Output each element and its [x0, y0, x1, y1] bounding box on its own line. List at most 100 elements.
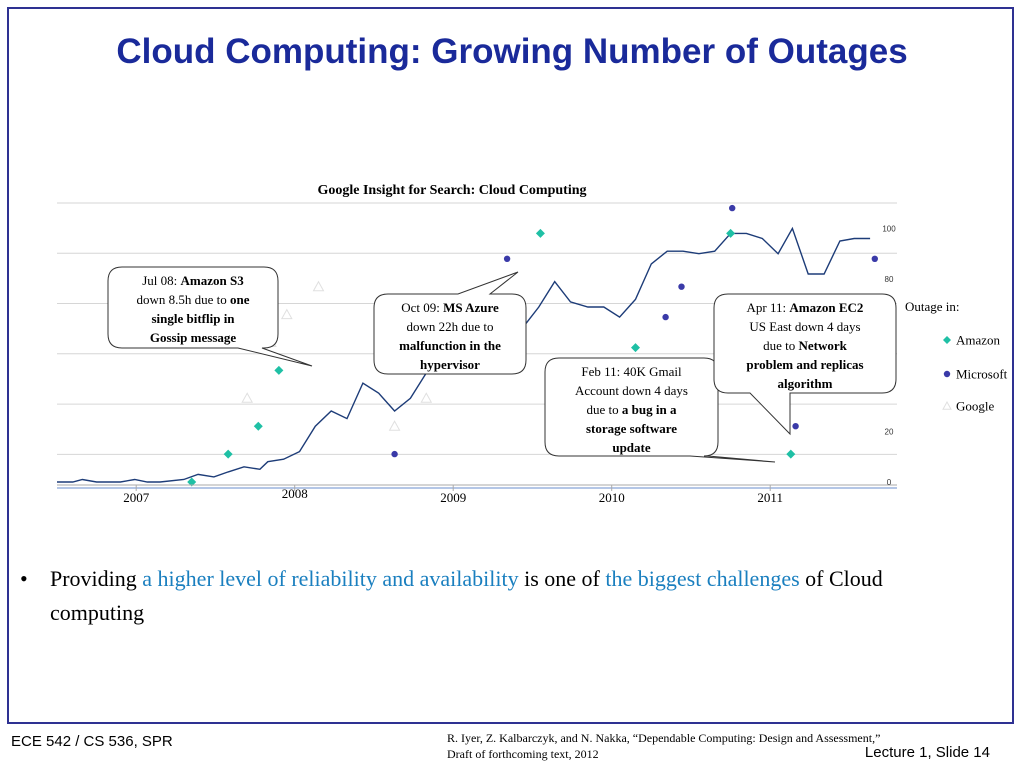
x-tick-label: 2009 — [440, 490, 466, 505]
annotation-run: a bug in a — [622, 402, 677, 417]
annotation-line: due to Network — [763, 338, 848, 353]
x-tick-label: 2008 — [282, 486, 308, 501]
annotation-line: update — [612, 440, 651, 455]
bullet-highlight: a higher level of reliability and availa… — [142, 566, 519, 591]
x-tick-label: 2011 — [757, 490, 783, 505]
microsoft-outage-marker — [662, 313, 669, 321]
bullet-run: Providing — [50, 566, 143, 591]
x-tick-label: 2010 — [599, 490, 625, 505]
citation: R. Iyer, Z. Kalbarczyk, and N. Nakka, “D… — [447, 730, 1007, 762]
annotation-line: down 8.5h due to one — [136, 292, 249, 307]
annotation-line: Account down 4 days — [575, 383, 688, 398]
citation-line-2: Draft of forthcoming text, 2012 — [447, 747, 599, 761]
amazon-outage-marker — [535, 228, 545, 238]
annotation-run: Oct 09: — [401, 300, 443, 315]
annotation-line: single bitflip in — [151, 311, 235, 326]
bullet-highlight: the biggest challenges — [605, 566, 800, 591]
legend-label: Microsoft — [956, 367, 1008, 382]
annotation-run: Feb 11: 40K Gmail — [581, 364, 682, 379]
annotation-box — [713, 293, 897, 436]
microsoft-outage-marker — [503, 255, 511, 262]
annotation-line: Oct 09: MS Azure — [401, 300, 499, 315]
annotation-run: MS Azure — [443, 300, 499, 315]
annotation-run: Network — [799, 338, 848, 353]
annotation-line: due to a bug in a — [587, 402, 677, 417]
bullet-run: is one of — [518, 566, 606, 591]
amazon-outage-marker — [726, 228, 736, 238]
annotation-run: Amazon EC2 — [789, 300, 863, 315]
annotation-line: Gossip message — [150, 330, 237, 345]
google-legend-icon — [942, 400, 952, 410]
legend-label: Amazon — [956, 333, 1001, 348]
microsoft-outage-marker — [871, 255, 878, 262]
annotation-run: due to — [763, 338, 798, 353]
chart-title: Google Insight for Search: Cloud Computi… — [317, 183, 586, 198]
amazon-outage-marker — [187, 477, 197, 487]
outage-chart: Google Insight for Search: Cloud Computi… — [57, 183, 1008, 505]
annotation-run: Apr 11: — [747, 300, 790, 315]
google-outage-marker — [312, 280, 325, 292]
y-tick-label: 100 — [882, 224, 896, 233]
annotation-run: due to — [587, 402, 622, 417]
amazon-outage-marker — [274, 365, 284, 375]
chart-axis: Google Insight for Search: Cloud Computi… — [57, 183, 897, 505]
annotation-line: US East down 4 days — [749, 319, 860, 334]
annotation-run: US East down 4 days — [749, 319, 860, 334]
annotation-callout: Oct 09: MS Azure down 22h due to malfuncti… — [373, 271, 527, 375]
annotation-run: Account down 4 days — [575, 383, 688, 398]
amazon-legend-icon — [943, 336, 951, 344]
bullet-text: Providing a higher level of reliability … — [50, 562, 920, 630]
annotation-line: storage software — [586, 421, 677, 436]
microsoft-outage-marker — [391, 450, 398, 458]
annotation-line: Apr 11: Amazon EC2 — [747, 300, 864, 315]
google-outage-marker — [241, 392, 254, 403]
microsoft-outage-marker — [678, 283, 685, 290]
slide-frame — [7, 7, 1014, 724]
google-outage-marker — [420, 392, 433, 403]
google-outage-marker — [280, 308, 293, 320]
chart-annotations: Jul 08: Amazon S3 down 8.5h due to one sin… — [107, 266, 897, 463]
x-tick-label: 2007 — [123, 490, 150, 505]
annotation-run: storage software — [586, 421, 677, 436]
annotation-callout: Apr 11: Amazon EC2 US East down 4 days due… — [713, 293, 897, 436]
amazon-outage-marker — [223, 449, 233, 459]
annotation-run: Amazon S3 — [181, 273, 245, 288]
legend-label: Google — [956, 399, 995, 414]
annotation-box — [107, 266, 313, 367]
slide-title: Cloud Computing: Growing Number of Outag… — [116, 32, 908, 71]
annotation-run: one — [230, 292, 250, 307]
y-tick-label: 20 — [885, 427, 894, 436]
annotation-line: algorithm — [778, 376, 833, 391]
citation-line-1: R. Iyer, Z. Kalbarczyk, and N. Nakka, “D… — [447, 731, 881, 745]
annotation-run: malfunction in the — [399, 338, 501, 353]
annotation-run: problem and replicas — [746, 357, 863, 372]
annotation-run: algorithm — [778, 376, 833, 391]
annotation-run: update — [612, 440, 651, 455]
annotation-line: Feb 11: 40K Gmail — [581, 364, 682, 379]
course-label: ECE 542 / CS 536, SPR — [11, 733, 173, 750]
annotation-run: down 22h due to — [406, 319, 493, 334]
microsoft-outage-marker — [729, 204, 736, 212]
google-outage-marker — [388, 420, 401, 431]
bullet-run: of Cloud computing — [50, 566, 883, 625]
annotation-line: malfunction in the — [399, 338, 501, 353]
annotation-run: hypervisor — [420, 357, 480, 372]
amazon-outage-marker — [786, 449, 796, 459]
y-tick-label: 0 — [887, 478, 892, 487]
microsoft-legend-icon — [943, 370, 951, 378]
amazon-outage-marker — [630, 343, 640, 353]
y-tick-label: 80 — [885, 275, 894, 284]
annotation-run: single bitflip in — [151, 311, 235, 326]
annotation-line: hypervisor — [420, 357, 480, 372]
annotation-run: Gossip message — [150, 330, 237, 345]
annotation-box — [373, 271, 527, 375]
legend-title: Outage in: — [905, 299, 960, 314]
annotation-callout: Jul 08: Amazon S3 down 8.5h due to one sin… — [107, 266, 313, 367]
annotation-run: Jul 08: — [142, 273, 180, 288]
bullet-icon: • — [20, 566, 28, 591]
annotation-line: problem and replicas — [746, 357, 863, 372]
annotation-line: down 22h due to — [406, 319, 493, 334]
amazon-outage-marker — [253, 421, 263, 431]
annotation-run: down 8.5h due to — [136, 292, 230, 307]
annotation-line: Jul 08: Amazon S3 — [142, 273, 244, 288]
